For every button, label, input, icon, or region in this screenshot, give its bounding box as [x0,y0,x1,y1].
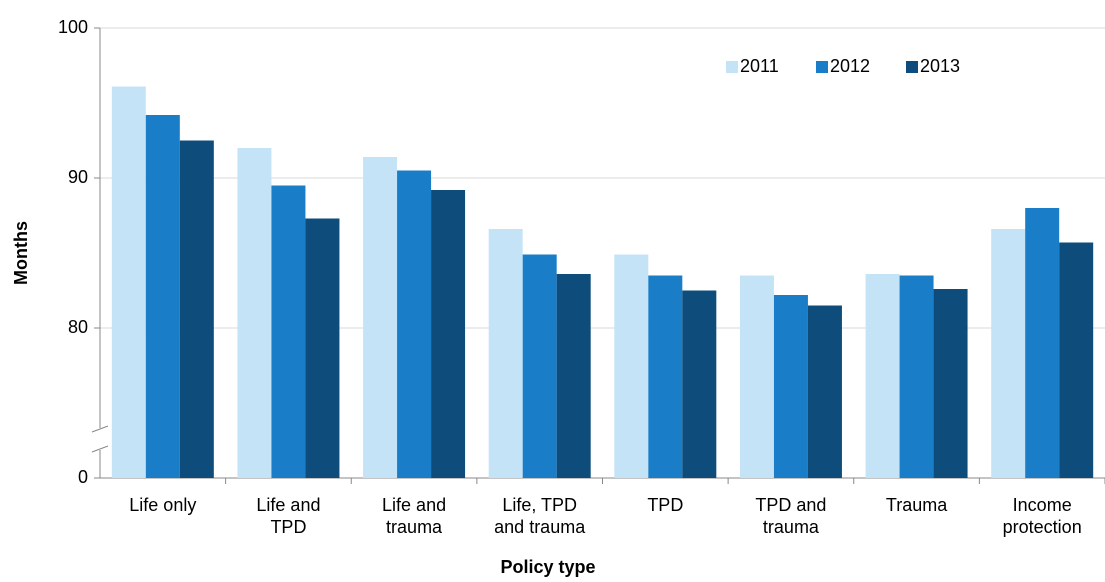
axis-break-gap [92,428,108,450]
bar [271,185,306,478]
bar [522,254,557,478]
bar [614,254,649,478]
bar [865,274,900,478]
bar [991,229,1026,478]
bar [899,275,934,478]
x-tick-label: Trauma [885,495,948,515]
bar [305,218,340,478]
x-tick-label: Life and trauma [382,495,447,537]
bar [111,86,146,478]
legend-label: 2011 [740,56,779,76]
bar [739,275,774,478]
bar [1025,208,1060,478]
bar [431,190,466,478]
bar [807,305,842,478]
x-tick-label: TPD and trauma [755,495,827,537]
bar [397,170,432,478]
legend-label: 2013 [920,56,960,76]
bar [682,290,717,478]
bar [773,295,808,478]
bar [648,275,683,478]
legend-label: 2012 [830,56,870,76]
bar [145,115,180,478]
legend-swatch [816,61,828,73]
x-tick-label: Life only [129,495,197,515]
y-tick-label: 100 [58,17,88,37]
y-tick-label: 80 [68,317,88,337]
x-axis-title: Policy type [500,557,595,577]
axis-break [91,445,109,453]
bar [556,274,591,478]
y-tick-label: 0 [78,467,88,487]
x-tick-label: Income protection [1002,495,1082,537]
y-axis-title: Months [11,221,31,285]
bar [237,148,272,478]
axis-break [91,425,109,433]
legend-swatch [906,61,918,73]
bar [1059,242,1094,478]
y-tick-label: 90 [68,167,88,187]
x-tick-label: TPD [647,495,684,515]
legend-swatch [726,61,738,73]
bar [933,289,968,478]
bar [488,229,523,478]
bar [363,157,398,478]
x-tick-label: Life, TPD and trauma [494,495,586,537]
x-tick-label: Life and TPD [256,495,321,537]
bar [179,140,214,478]
